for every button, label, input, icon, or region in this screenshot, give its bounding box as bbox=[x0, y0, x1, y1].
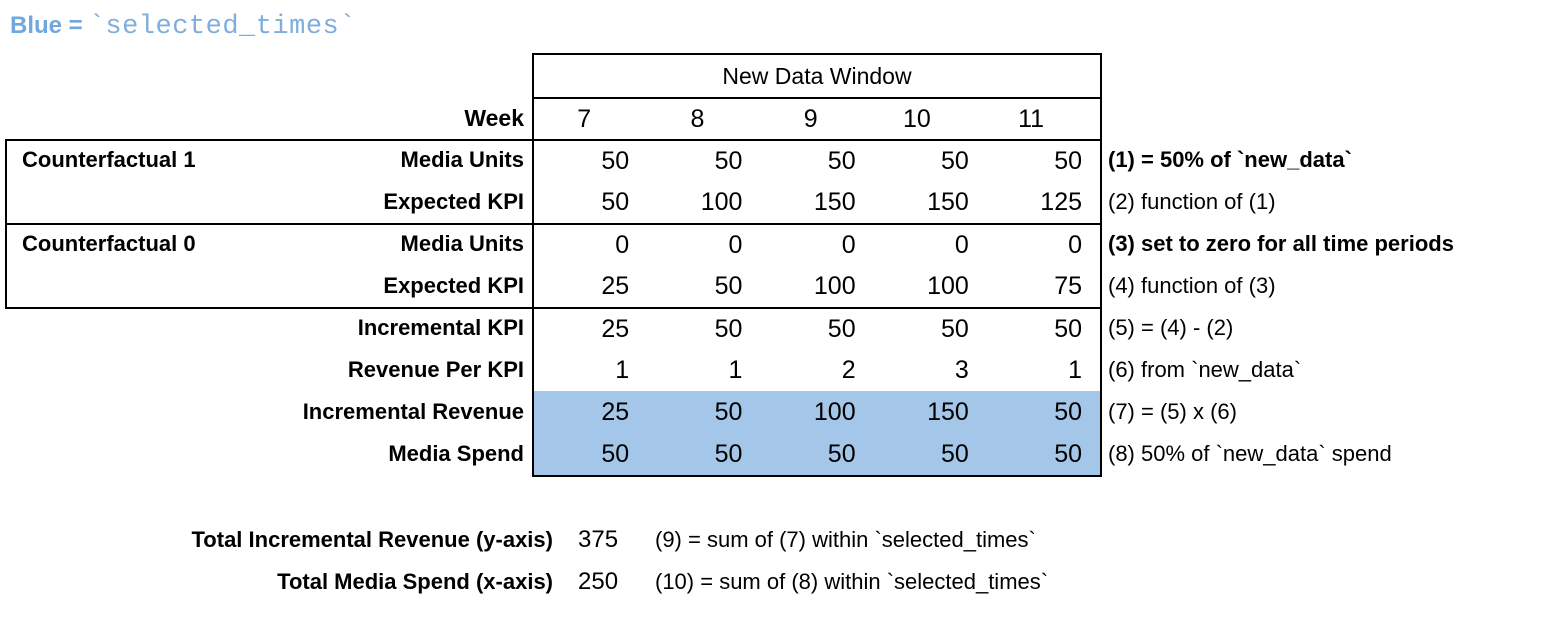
cell-value: 50 bbox=[1054, 314, 1083, 343]
total-incremental-revenue-label: Total Incremental Revenue (y-axis) bbox=[191, 527, 554, 552]
annotation-7: (7) = (5) x (6) bbox=[1108, 399, 1237, 424]
cell-value: 150 bbox=[927, 187, 969, 216]
group-label-counterfactual-0: Counterfactual 0 bbox=[22, 231, 196, 256]
annotation-2: (2) function of (1) bbox=[1108, 189, 1276, 214]
row-label-text: Media Units bbox=[400, 231, 524, 256]
row-label-incremental-kpi: Incremental KPI bbox=[0, 307, 524, 349]
cell-value: 0 bbox=[615, 230, 630, 259]
row-label-expected-kpi-cf1: Expected KPI bbox=[0, 181, 524, 223]
cell-value: 0 bbox=[728, 230, 743, 259]
cell-value: 50 bbox=[601, 146, 630, 175]
cell-value: 3 bbox=[954, 355, 969, 384]
cell-value: 25 bbox=[601, 314, 630, 343]
total-media-spend-value: 250 bbox=[578, 568, 619, 595]
table-row-incremental-kpi: 25 50 50 50 50 bbox=[534, 307, 1100, 349]
cell-value: 50 bbox=[714, 271, 743, 300]
group-label-counterfactual-1: Counterfactual 1 bbox=[22, 147, 196, 172]
annotation-8: (8) 50% of `new_data` spend bbox=[1108, 441, 1392, 466]
row-label-text: Revenue Per KPI bbox=[347, 357, 524, 382]
row-label-text: Incremental KPI bbox=[357, 315, 524, 340]
row-label-text: Media Units bbox=[400, 147, 524, 172]
cell-value: 50 bbox=[827, 314, 856, 343]
cell-value: 50 bbox=[827, 146, 856, 175]
cell-value: 50 bbox=[1054, 146, 1083, 175]
annotation-9: (9) = sum of (7) within `selected_times` bbox=[655, 527, 1036, 552]
cell-value: 50 bbox=[601, 187, 630, 216]
row-label-media-units-cf1: Counterfactual 1 Media Units bbox=[0, 139, 524, 181]
cell-value: 50 bbox=[1054, 397, 1083, 426]
table-row-media-units-cf1: 50 50 50 50 50 bbox=[534, 139, 1100, 181]
cell-value: 1 bbox=[615, 355, 630, 384]
row-label-expected-kpi-cf0: Expected KPI bbox=[0, 265, 524, 307]
week-number: 8 bbox=[690, 104, 705, 133]
legend: Blue = `selected_times` bbox=[10, 12, 356, 42]
counterfactual-0-box bbox=[5, 225, 532, 309]
week-number: 10 bbox=[903, 104, 931, 133]
cell-value: 0 bbox=[1068, 230, 1083, 259]
row-label-media-units-cf0: Counterfactual 0 Media Units bbox=[0, 223, 524, 265]
table-row-expected-kpi-cf1: 50 100 150 150 125 bbox=[534, 181, 1100, 223]
row-label-text: Expected KPI bbox=[383, 189, 524, 214]
cell-value: 25 bbox=[601, 397, 630, 426]
cell-value: 50 bbox=[714, 314, 743, 343]
cell-value: 50 bbox=[601, 439, 630, 468]
data-table: New Data Window 7 8 9 10 11 50 50 50 50 … bbox=[532, 53, 1102, 477]
week-row-label: Week bbox=[464, 105, 524, 131]
cell-value: 50 bbox=[714, 439, 743, 468]
table-row-revenue-per-kpi: 1 1 2 3 1 bbox=[534, 349, 1100, 391]
table-row-incremental-revenue-highlighted: 25 50 100 150 50 bbox=[534, 391, 1100, 433]
annotation-5: (5) = (4) - (2) bbox=[1108, 315, 1234, 340]
counterfactual-1-box bbox=[5, 139, 532, 225]
cell-value: 50 bbox=[1054, 439, 1083, 468]
annotation-4: (4) function of (3) bbox=[1108, 273, 1276, 298]
cell-value: 100 bbox=[927, 271, 969, 300]
row-label-text: Media Spend bbox=[388, 441, 524, 466]
row-label-incremental-revenue: Incremental Revenue bbox=[0, 391, 524, 433]
cell-value: 75 bbox=[1054, 271, 1083, 300]
cell-value: 50 bbox=[714, 397, 743, 426]
row-label-revenue-per-kpi: Revenue Per KPI bbox=[0, 349, 524, 391]
total-incremental-revenue-value: 375 bbox=[578, 526, 619, 553]
table-row-media-spend-highlighted: 50 50 50 50 50 bbox=[534, 433, 1100, 475]
cell-value: 0 bbox=[841, 230, 856, 259]
annotation-10: (10) = sum of (8) within `selected_times… bbox=[655, 569, 1049, 594]
cell-value: 50 bbox=[941, 314, 969, 343]
total-media-spend-label: Total Media Spend (x-axis) bbox=[277, 569, 553, 594]
cell-value: 100 bbox=[813, 271, 856, 300]
new-data-window-header: New Data Window bbox=[722, 62, 912, 89]
cell-value: 150 bbox=[813, 187, 856, 216]
annotation-3: (3) set to zero for all time periods bbox=[1108, 231, 1454, 256]
cell-value: 1 bbox=[728, 355, 743, 384]
cell-value: 100 bbox=[813, 397, 856, 426]
row-label-media-spend: Media Spend bbox=[0, 433, 524, 475]
row-label-text: Expected KPI bbox=[383, 273, 524, 298]
cell-value: 125 bbox=[1040, 187, 1083, 216]
cell-value: 50 bbox=[827, 439, 856, 468]
legend-code-selected-times: `selected_times` bbox=[88, 12, 356, 42]
cell-value: 0 bbox=[954, 230, 969, 259]
week-number: 7 bbox=[577, 104, 592, 133]
legend-label: Blue = bbox=[10, 12, 83, 39]
week-number: 11 bbox=[1018, 104, 1045, 133]
cell-value: 50 bbox=[714, 146, 743, 175]
annotation-1: (1) = 50% of `new_data` bbox=[1108, 147, 1352, 172]
cell-value: 100 bbox=[700, 187, 743, 216]
cell-value: 50 bbox=[941, 146, 969, 175]
cell-value: 2 bbox=[841, 355, 856, 384]
table-row-media-units-cf0: 0 0 0 0 0 bbox=[534, 223, 1100, 265]
row-label-text: Incremental Revenue bbox=[302, 399, 524, 424]
table-row-expected-kpi-cf0: 25 50 100 100 75 bbox=[534, 265, 1100, 307]
week-number: 9 bbox=[803, 104, 818, 133]
cell-value: 1 bbox=[1068, 355, 1083, 384]
cell-value: 25 bbox=[601, 271, 630, 300]
cell-value: 150 bbox=[927, 397, 969, 426]
cell-value: 50 bbox=[941, 439, 969, 468]
week-number-row: 7 8 9 10 11 bbox=[534, 97, 1100, 139]
annotation-6: (6) from `new_data` bbox=[1108, 357, 1302, 382]
